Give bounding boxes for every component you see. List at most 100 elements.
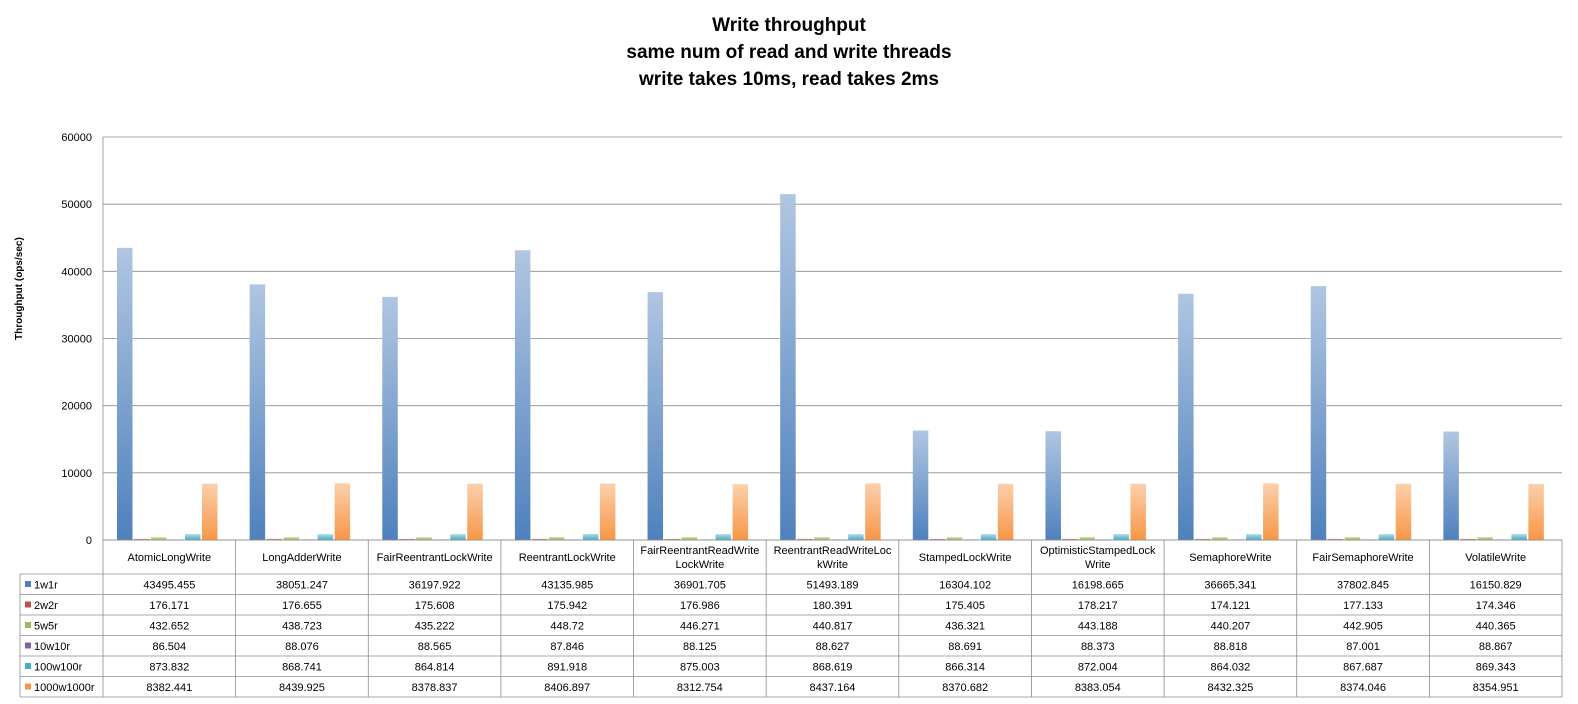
table-cell: 868.619 — [813, 662, 853, 674]
bar-5w5r-3 — [548, 536, 565, 540]
table-cell: 864.814 — [415, 662, 455, 674]
bar-5w5r-6 — [946, 537, 963, 540]
table-cell: 866.314 — [945, 662, 985, 674]
bar-1w1r-6 — [912, 430, 929, 540]
table-cell: 174.121 — [1211, 600, 1251, 612]
category-label: AtomicLongWrite — [128, 552, 212, 564]
table-cell: 8439.925 — [279, 682, 325, 694]
bar-2w2r-6 — [929, 538, 946, 540]
legend-label: 10w10r — [34, 641, 70, 653]
gridlines — [103, 136, 1562, 541]
bar-1w1r-0 — [117, 247, 133, 540]
y-tick-label: 30000 — [61, 334, 92, 346]
table-cell: 88.867 — [1479, 641, 1513, 653]
table-cell: 873.832 — [149, 662, 189, 674]
category-label: ReentrantReadWriteLoc — [774, 545, 892, 557]
y-tick-label: 60000 — [61, 132, 92, 144]
category-label: ReentrantLockWrite — [519, 552, 616, 564]
table-cell: 440.365 — [1476, 621, 1516, 633]
bar-1000w1000r-2 — [467, 483, 483, 540]
legend-key-10w10r — [25, 642, 31, 649]
category-label: FairSemaphoreWrite — [1312, 552, 1413, 564]
table-cell: 180.391 — [813, 600, 853, 612]
bar-5w5r-5 — [814, 537, 830, 540]
bar-2w2r-2 — [399, 538, 415, 540]
table-cell: 88.627 — [816, 641, 850, 653]
bar-5w5r-2 — [416, 537, 432, 540]
bar-1w1r-5 — [780, 194, 796, 540]
table-cell: 86.504 — [152, 641, 186, 653]
bar-100w100r-5 — [848, 534, 864, 540]
chart-title-line-2: same num of read and write threads — [626, 42, 952, 63]
category-label: StampedLockWrite — [919, 552, 1012, 564]
bar-100w100r-6 — [980, 534, 997, 540]
bar-1w1r-2 — [382, 296, 398, 540]
y-tick-label: 20000 — [61, 401, 92, 413]
bar-5w5r-8 — [1212, 537, 1228, 540]
table-cell: 16304.102 — [939, 580, 991, 592]
bar-1w1r-8 — [1178, 293, 1194, 540]
table-cell: 867.687 — [1343, 662, 1383, 674]
chart-title-line-1: Write throughput — [712, 15, 866, 36]
legend-label: 1000w1000r — [34, 682, 95, 694]
bar-5w5r-1 — [283, 537, 300, 540]
category-label: FairReentrantReadWrite — [640, 545, 759, 557]
bar-100w100r-3 — [582, 534, 599, 540]
table-cell: 87.846 — [550, 641, 584, 653]
table-cell: 176.171 — [149, 600, 189, 612]
table-cell: 8383.054 — [1075, 682, 1121, 694]
bar-5w5r-10 — [1477, 537, 1493, 540]
legend-label: 5w5r — [34, 621, 58, 633]
table-cell: 443.188 — [1078, 621, 1118, 633]
table-cell: 175.608 — [415, 600, 455, 612]
chart-title-line-3: write takes 10ms, read takes 2ms — [639, 69, 939, 90]
table-cell: 51493.189 — [807, 580, 859, 592]
table-cell: 872.004 — [1078, 662, 1118, 674]
category-label: OptimisticStampedLock — [1040, 545, 1156, 557]
table-cell: 442.905 — [1343, 621, 1383, 633]
table-cell: 8370.682 — [942, 682, 988, 694]
bar-2w2r-8 — [1195, 538, 1211, 540]
bar-100w100r-4 — [715, 534, 732, 540]
table-cell: 36665.341 — [1204, 580, 1256, 592]
bar-1w1r-1 — [249, 284, 266, 540]
table-cell: 43495.455 — [143, 580, 195, 592]
table-cell: 875.003 — [680, 662, 720, 674]
legend-key-100w100r — [25, 663, 31, 669]
table-cell: 436.321 — [945, 621, 985, 633]
table-cell: 87.001 — [1346, 641, 1380, 653]
bar-2w2r-7 — [1062, 538, 1078, 540]
table-cell: 36197.922 — [409, 580, 461, 592]
bar-2w2r-5 — [797, 538, 813, 540]
table-cell: 868.741 — [282, 662, 322, 674]
category-label: SemaphoreWrite — [1189, 552, 1271, 564]
table-cell: 16150.829 — [1470, 580, 1522, 592]
category-label: VolatileWrite — [1465, 552, 1526, 564]
bar-5w5r-7 — [1079, 537, 1095, 540]
bar-1w1r-4 — [647, 292, 664, 540]
category-label: Write — [1085, 559, 1110, 571]
data-table: AtomicLongWrite LongAdderWrite FairReentra… — [19, 539, 1563, 698]
legend-key-5w5r — [25, 622, 31, 628]
legend-key-1w1r — [25, 581, 31, 587]
table-cell: 88.565 — [418, 641, 452, 653]
y-tick-label: 40000 — [61, 266, 92, 278]
table-cell: 88.373 — [1081, 641, 1115, 653]
table-cell: 864.032 — [1211, 662, 1251, 674]
table-cell: 8374.046 — [1340, 682, 1386, 694]
table-cell: 38051.247 — [276, 580, 328, 592]
y-tick-label: 0 — [86, 535, 92, 547]
table-cell: 8432.325 — [1207, 682, 1253, 694]
table-cell: 869.343 — [1476, 662, 1516, 674]
table-cell: 175.942 — [547, 600, 587, 612]
legend-key-2w2r — [25, 601, 31, 608]
table-cell: 177.133 — [1343, 600, 1383, 612]
table-cell: 43135.985 — [541, 580, 593, 592]
y-tick-label: 10000 — [61, 468, 92, 480]
bar-1000w1000r-3 — [599, 483, 616, 540]
legend-label: 2w2r — [34, 600, 58, 612]
category-label: kWrite — [817, 559, 848, 571]
table-cell: 8406.897 — [544, 682, 590, 694]
bar-2w2r-9 — [1327, 538, 1344, 540]
